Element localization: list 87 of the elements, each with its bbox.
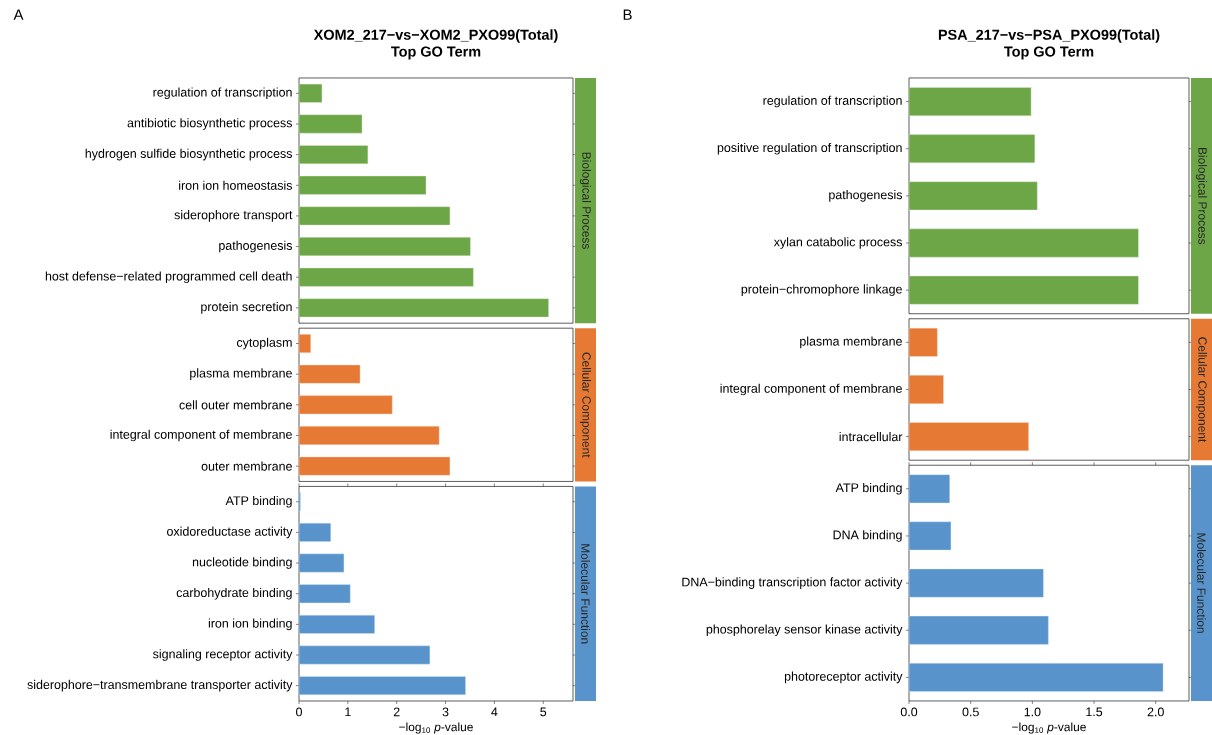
chart-title: PSA_217−vs−PSA_PXO99(Total) [938, 29, 1160, 43]
y-tick-label: cell outer membrane [179, 400, 292, 410]
y-tick-label: signaling receptor activity [153, 649, 293, 661]
x-tick-label: 4 [491, 707, 498, 717]
y-tick-label: iron ion binding [208, 618, 292, 631]
bar [908, 228, 1139, 258]
y-tick-label: DNA binding [833, 530, 902, 542]
y-tick-label: host defense−related programmed cell death [45, 271, 292, 284]
chart-title: XOM2_217−vs−XOM2_PXO99(Total) [313, 29, 558, 43]
y-tick-label: ATP binding [835, 482, 902, 495]
bar [298, 395, 393, 415]
text: A [13, 9, 24, 20]
x-tick-label: 1 [345, 707, 351, 717]
bar [298, 267, 474, 287]
y-tick-label: plasma membrane [800, 336, 902, 349]
bar [298, 237, 471, 256]
bar [298, 114, 363, 134]
bar [298, 145, 369, 164]
text: B [623, 9, 632, 20]
bar [298, 523, 331, 542]
y-tick-label: iron ion homeostasis [179, 180, 293, 190]
chart-subtitle: Top GO Term [391, 46, 481, 60]
x-tick-label: 2 [393, 707, 400, 717]
y-tick-label: hydrogen sulfide biosynthetic process [85, 148, 292, 161]
bar [908, 663, 1164, 692]
bar [298, 676, 466, 696]
bar [298, 334, 311, 353]
y-tick-label: outer membrane [201, 461, 292, 471]
y-tick-label: carbohydrate binding [176, 587, 292, 600]
y-tick-label: phosphorelay sensor kinase activity [706, 624, 903, 637]
y-tick-label: protein−chromophore linkage [741, 284, 902, 296]
y-tick-label: pathogenesis [829, 190, 903, 202]
bar [298, 83, 323, 103]
y-tick-label: xylan catabolic process [773, 237, 903, 249]
y-tick-label: nucleotide binding [192, 557, 292, 569]
bar [298, 645, 431, 665]
y-tick-label: pathogenesis [219, 240, 293, 253]
bar [298, 553, 345, 573]
y-tick-label: regulation of transcription [153, 87, 292, 100]
text: Cellular Component [579, 352, 592, 458]
x-tick-label: 3 [442, 707, 449, 717]
bar [908, 615, 1049, 645]
y-tick-label: cytoplasm [236, 337, 292, 350]
y-tick-label: siderophore transport [174, 210, 293, 222]
bar [298, 614, 375, 634]
x-tick-label: 0.5 [962, 707, 979, 717]
y-tick-label: DNA−binding transcription factor activity [682, 577, 903, 589]
chart-subtitle: Top GO Term [1004, 46, 1094, 60]
bar [908, 134, 1036, 164]
bar [908, 521, 952, 551]
x-axis-title: −log$_{10}$ p-value [1012, 722, 1086, 734]
y-tick-label: ATP binding [225, 495, 292, 508]
x-tick-label: 1.0 [1024, 707, 1041, 717]
text: Molecular Function [581, 544, 590, 644]
bar [908, 87, 1032, 116]
text: Biological Process [579, 152, 592, 249]
x-tick-label: 1.5 [1086, 707, 1103, 717]
bar [298, 456, 451, 476]
bar [298, 426, 440, 445]
text: Biological Process [1195, 148, 1208, 245]
y-tick-label: plasma membrane [190, 368, 292, 380]
bar [908, 275, 1139, 305]
y-tick-label: antibiotic biosynthetic process [127, 118, 293, 130]
text: Cellular Component [1195, 337, 1208, 443]
x-tick-label: 5 [540, 707, 547, 717]
bar [298, 584, 351, 604]
bar [908, 181, 1038, 211]
y-tick-label: protein secretion [201, 302, 292, 314]
bar [908, 474, 950, 504]
x-axis-title: −log$_{10}$ p-value [399, 722, 473, 734]
y-tick-label: intracellular [839, 432, 903, 442]
bar [298, 298, 549, 318]
bar [298, 175, 427, 195]
y-tick-label: oxidoreductase activity [167, 526, 293, 539]
text: Molecular Function [1197, 533, 1206, 633]
y-tick-label: integral component of membrane [720, 383, 902, 396]
y-tick-label: siderophore−transmembrane transporter activity [27, 679, 293, 692]
y-tick-label: regulation of transcription [763, 95, 902, 108]
x-tick-label: 2.0 [1147, 707, 1164, 717]
x-tick-label: 0 [296, 707, 302, 717]
y-tick-label: integral component of membrane [110, 429, 292, 442]
bar [298, 206, 451, 226]
y-tick-label: positive regulation of transcription [717, 142, 902, 155]
bar [908, 568, 1044, 598]
bar [298, 364, 361, 384]
x-tick-label: 0.0 [900, 707, 918, 717]
y-tick-label: photoreceptor activity [784, 671, 903, 684]
